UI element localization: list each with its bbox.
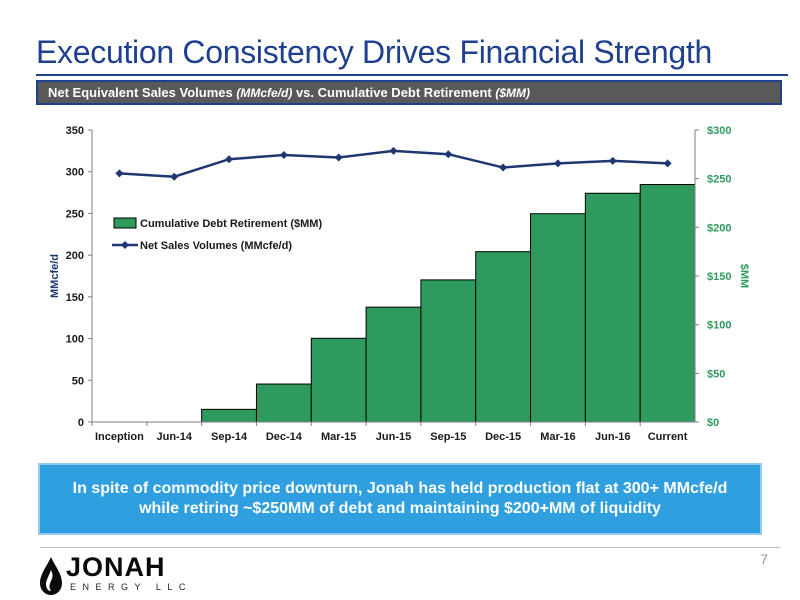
sales-volume-point-Mar-15	[334, 153, 343, 162]
legend-box	[106, 208, 334, 260]
sales-volume-point-Mar-16	[553, 159, 562, 168]
logo-name: JONAH	[66, 552, 166, 582]
x-tick-label: Current	[648, 431, 688, 443]
combo-chart: 0 50 100 150 200 250 300 350 $0 $50 $100 $150 $200 $2…	[49, 125, 750, 443]
x-tick-label: Sep-15	[430, 431, 466, 443]
left-axis-title: MMcfe/d	[49, 254, 61, 298]
debt-bar-Sep-15	[420, 279, 477, 423]
right-tick-label: $50	[707, 368, 725, 380]
right-tick-label: $100	[707, 320, 731, 332]
sales-volume-point-Dec-14	[279, 151, 288, 160]
left-tick-label: 250	[66, 208, 84, 220]
subtitle-unit-2: ($MM)	[495, 86, 530, 100]
sales-volume-point-Current	[663, 159, 672, 168]
left-tick-label: 150	[66, 292, 84, 304]
left-tick-label: 50	[72, 375, 84, 387]
x-tick-label: Jun-16	[595, 431, 630, 443]
sales-volume-point-Inception	[115, 169, 124, 178]
x-tick-label: Inception	[95, 431, 144, 443]
debt-bar-Jun-16	[584, 192, 641, 423]
left-tick-label: 300	[66, 167, 84, 179]
x-tick-label: Mar-15	[321, 431, 356, 443]
slide-title: Execution Consistency Drives Financial S…	[36, 34, 712, 70]
left-tick-label: 100	[66, 334, 84, 346]
x-tick-label: Jun-15	[376, 431, 411, 443]
debt-bar-Mar-16	[530, 213, 586, 423]
sales-volume-point-Dec-15	[499, 163, 508, 172]
sales-volume-point-Sep-14	[225, 155, 234, 164]
subtitle-unit-1: (MMcfe/d)	[236, 86, 293, 100]
right-tick-label: $200	[707, 222, 731, 234]
callout-text: In spite of commodity price downturn, Jo…	[72, 480, 728, 517]
x-tick-label: Jun-14	[156, 431, 192, 443]
legend-label-debt: Cumulative Debt Retirement ($MM)	[140, 218, 322, 230]
footer-divider	[40, 547, 780, 548]
legend-swatch-sales-marker	[121, 241, 129, 249]
sales-volume-point-Jun-15	[389, 146, 398, 155]
subtitle-text-2: vs. Cumulative Debt Retirement	[292, 85, 496, 100]
right-tick-label: $300	[707, 125, 731, 137]
legend-label-sales: Net Sales Volumes (MMcfe/d)	[140, 240, 292, 252]
debt-bar-Current	[639, 184, 696, 423]
company-logo: JONAH ENERGY LLC	[36, 552, 216, 596]
debt-bar-Jun-15	[365, 306, 422, 423]
left-tick-label: 350	[66, 125, 84, 137]
debt-bar-Mar-15	[310, 337, 367, 423]
right-tick-label: $250	[707, 174, 731, 186]
sales-volume-point-Jun-14	[170, 172, 179, 181]
page-number: 7	[760, 551, 768, 567]
debt-bar-Sep-14	[201, 408, 257, 423]
left-tick-label: 0	[78, 417, 84, 429]
title-underline	[36, 74, 788, 76]
right-tick-label: $0	[707, 417, 719, 429]
debt-bar-Dec-15	[475, 251, 532, 423]
sales-volume-point-Jun-16	[608, 156, 617, 165]
right-axis-title: $MM	[738, 264, 750, 288]
legend-swatch-debt	[113, 217, 137, 229]
chart-subtitle-bar: Net Equivalent Sales Volumes (MMcfe/d) v…	[36, 80, 782, 105]
x-tick-label: Sep-14	[211, 431, 248, 443]
flame-drop-icon	[40, 557, 62, 595]
subtitle-text-1: Net Equivalent Sales Volumes	[48, 85, 237, 100]
x-tick-label: Mar-16	[540, 431, 575, 443]
right-tick-label: $150	[707, 271, 731, 283]
callout-box: In spite of commodity price downturn, Jo…	[38, 463, 762, 535]
x-tick-label: Dec-15	[485, 431, 521, 443]
sales-volume-point-Sep-15	[444, 150, 453, 159]
logo-subtitle: ENERGY LLC	[70, 582, 192, 592]
left-tick-label: 200	[66, 250, 84, 262]
debt-bar-Dec-14	[255, 383, 312, 423]
x-tick-label: Dec-14	[266, 431, 303, 443]
